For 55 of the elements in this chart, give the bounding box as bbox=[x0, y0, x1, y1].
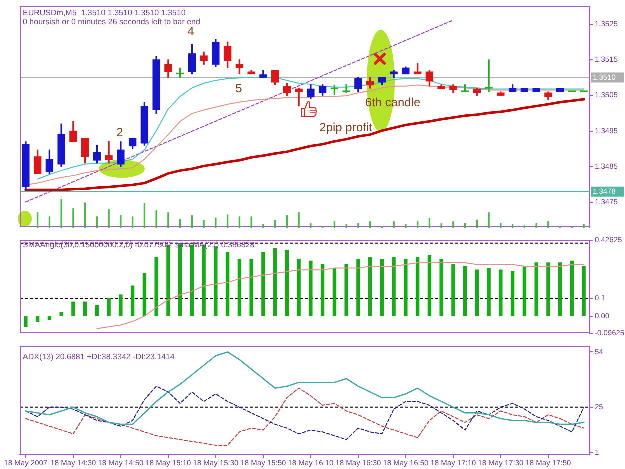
annotation: 4 bbox=[188, 24, 195, 38]
candlestick bbox=[485, 60, 493, 92]
bar bbox=[142, 273, 147, 316]
bar bbox=[440, 259, 444, 316]
bar bbox=[368, 257, 372, 316]
bar bbox=[428, 256, 432, 316]
bar bbox=[130, 286, 135, 316]
bar bbox=[119, 294, 123, 316]
bar bbox=[487, 268, 491, 316]
bar bbox=[475, 270, 480, 316]
bar bbox=[262, 252, 266, 316]
annotation: 5 bbox=[236, 81, 243, 96]
bar bbox=[72, 302, 76, 316]
bar bbox=[332, 268, 337, 316]
bar bbox=[36, 316, 40, 322]
chart-title: EURUSDm,M5 1.3510 1.3510 1.3510 1.3510 bbox=[23, 8, 186, 18]
bar bbox=[404, 259, 408, 316]
bar bbox=[546, 262, 550, 316]
bar bbox=[510, 272, 515, 316]
bar bbox=[344, 264, 348, 316]
bar bbox=[273, 248, 278, 316]
bar bbox=[463, 266, 468, 316]
bar bbox=[416, 257, 420, 316]
candlestick bbox=[105, 141, 113, 164]
bar bbox=[154, 257, 158, 316]
candlestick bbox=[295, 88, 303, 107]
bar bbox=[226, 252, 230, 316]
text: ADX(13) 20.6881 +DI:38.3342 -DI:23.1414 bbox=[23, 352, 176, 362]
bar bbox=[522, 266, 527, 316]
bar bbox=[95, 305, 100, 316]
bar bbox=[297, 259, 301, 316]
bar bbox=[320, 264, 325, 316]
text: 0 hoursish or 0 minutes 26 seconds left to bar end bbox=[23, 18, 200, 27]
bar bbox=[499, 270, 503, 316]
bar bbox=[570, 260, 574, 316]
bar bbox=[250, 259, 254, 316]
annotation: 2 bbox=[116, 125, 124, 140]
bar bbox=[24, 316, 28, 328]
bar bbox=[190, 244, 194, 316]
bar bbox=[392, 257, 396, 316]
bar bbox=[285, 250, 290, 316]
annotation: 2pip profit bbox=[320, 120, 374, 134]
bar bbox=[60, 312, 64, 316]
bar bbox=[309, 260, 313, 316]
bar bbox=[238, 259, 242, 316]
bar bbox=[48, 316, 52, 320]
bar bbox=[83, 302, 88, 316]
bar bbox=[534, 262, 538, 316]
bar bbox=[107, 298, 111, 316]
bar bbox=[582, 266, 586, 316]
bar bbox=[558, 262, 562, 316]
bar bbox=[452, 264, 456, 316]
candlestick bbox=[342, 84, 350, 94]
bar bbox=[380, 259, 384, 316]
bar bbox=[356, 259, 360, 316]
